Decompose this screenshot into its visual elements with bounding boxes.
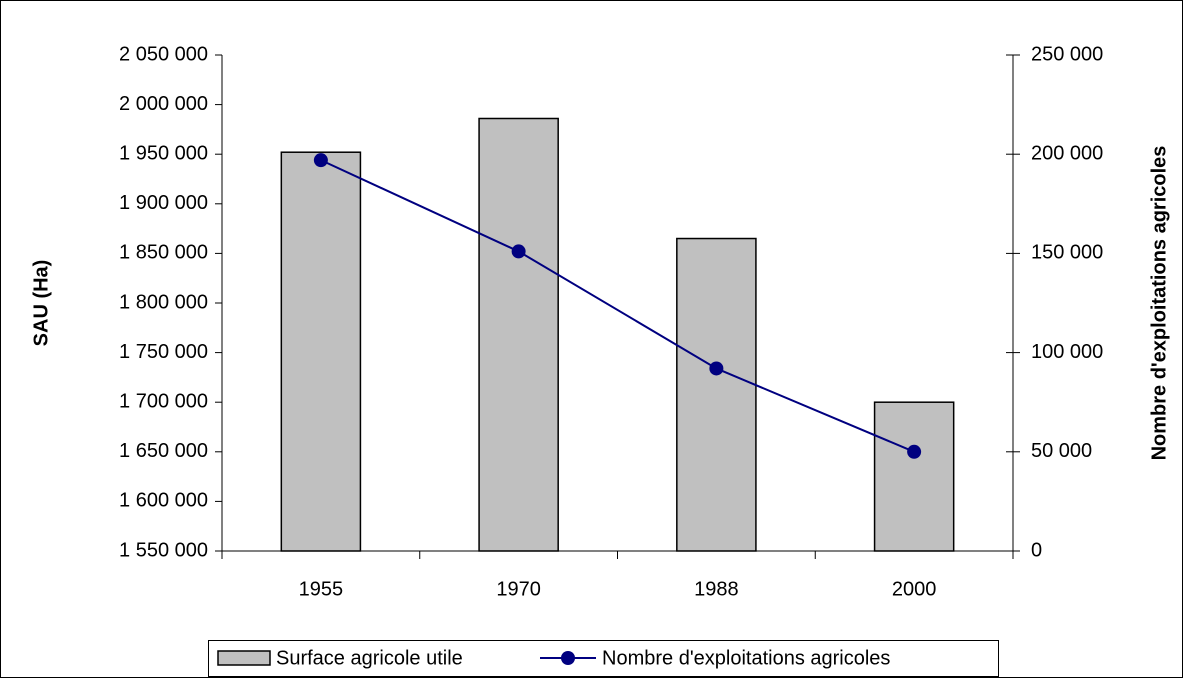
x-tick-label: 1955 bbox=[299, 578, 344, 600]
y-tick-label: 1 950 000 bbox=[119, 142, 208, 164]
x-tick-label: 1988 bbox=[694, 578, 739, 600]
y-tick-label: 1 850 000 bbox=[119, 242, 208, 264]
y2-tick-label: 200 000 bbox=[1031, 142, 1103, 164]
y-tick-label: 2 050 000 bbox=[119, 43, 208, 65]
line-marker bbox=[907, 444, 922, 459]
y2-tick-label: 0 bbox=[1031, 539, 1042, 561]
y2-tick-label: 100 000 bbox=[1031, 341, 1103, 363]
legend-swatch bbox=[217, 650, 271, 666]
y-tick-label: 1 900 000 bbox=[119, 192, 208, 214]
x-tick-label: 1970 bbox=[496, 578, 541, 600]
bar bbox=[280, 151, 362, 552]
y-tick-label: 1 750 000 bbox=[119, 341, 208, 363]
y-axis-title: SAU (Ha) bbox=[30, 260, 52, 347]
legend-label: Surface agricole utile bbox=[276, 647, 463, 669]
x-tick-label: 2000 bbox=[892, 578, 937, 600]
legend-marker bbox=[561, 651, 575, 665]
y-tick-label: 1 600 000 bbox=[119, 490, 208, 512]
bar bbox=[478, 117, 559, 552]
legend-label: Nombre d'exploitations agricoles bbox=[602, 647, 890, 669]
y-tick-label: 1 800 000 bbox=[119, 291, 208, 313]
y2-tick-label: 50 000 bbox=[1031, 440, 1092, 462]
line-marker bbox=[511, 244, 526, 259]
y2-axis-title: Nombre d'exploitations agricoles bbox=[1148, 146, 1170, 461]
legend-box bbox=[208, 640, 999, 677]
y-tick-label: 2 000 000 bbox=[119, 93, 208, 115]
y-tick-label: 1 650 000 bbox=[119, 440, 208, 462]
bar bbox=[676, 237, 757, 552]
bar bbox=[873, 401, 955, 552]
y-tick-label: 1 550 000 bbox=[119, 539, 208, 561]
line-marker bbox=[709, 361, 724, 376]
line-marker bbox=[313, 153, 328, 168]
y2-tick-label: 250 000 bbox=[1031, 43, 1103, 65]
y2-tick-label: 150 000 bbox=[1031, 242, 1103, 264]
line bbox=[320, 159, 915, 453]
y-tick-label: 1 700 000 bbox=[119, 390, 208, 412]
